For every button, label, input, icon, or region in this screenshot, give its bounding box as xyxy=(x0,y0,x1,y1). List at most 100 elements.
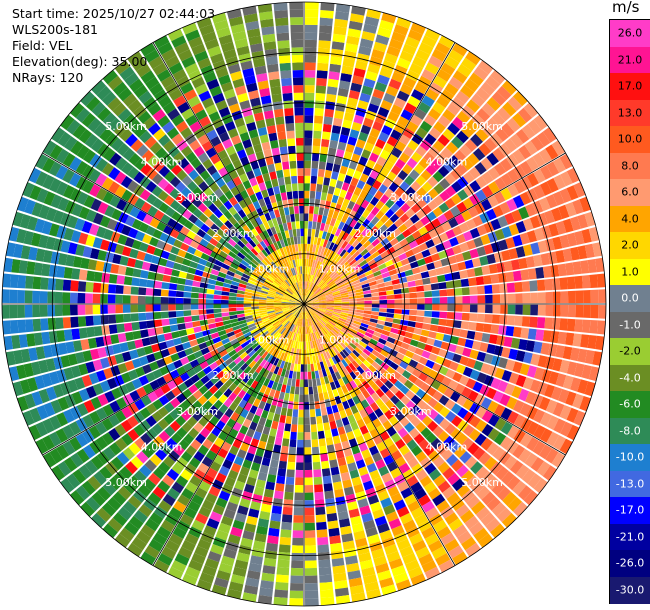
velocity-gate xyxy=(379,67,393,79)
velocity-gate xyxy=(260,580,274,590)
velocity-gate xyxy=(273,321,281,328)
velocity-gate xyxy=(340,471,351,482)
velocity-gate xyxy=(121,224,132,236)
velocity-gate xyxy=(371,307,380,312)
velocity-gate xyxy=(157,418,169,430)
velocity-gate xyxy=(127,180,139,193)
velocity-gate xyxy=(304,537,316,546)
velocity-gate xyxy=(366,8,382,20)
velocity-gate xyxy=(443,209,455,221)
velocity-gate xyxy=(191,345,201,353)
velocity-gate xyxy=(119,255,129,266)
velocity-gate xyxy=(306,311,310,319)
velocity-gate xyxy=(271,251,278,260)
velocity-gate xyxy=(351,523,364,533)
velocity-gate xyxy=(140,524,156,538)
velocity-gate xyxy=(312,315,319,323)
velocity-gate xyxy=(339,287,347,293)
velocity-gate xyxy=(85,496,101,512)
velocity-gate xyxy=(348,271,357,278)
velocity-gate xyxy=(308,266,312,275)
velocity-gate xyxy=(285,123,295,132)
velocity-gate xyxy=(323,208,330,217)
velocity-gate xyxy=(502,101,517,117)
velocity-gate xyxy=(198,480,211,492)
velocity-gate xyxy=(266,345,273,353)
velocity-gate xyxy=(410,573,426,586)
velocity-gate xyxy=(535,329,545,341)
velocity-gate xyxy=(165,437,178,450)
velocity-gate xyxy=(295,477,304,486)
velocity-gate xyxy=(573,182,586,198)
velocity-gate xyxy=(497,380,509,393)
colorbar-tick-label: 1.0 xyxy=(621,265,639,279)
velocity-gate xyxy=(519,403,532,417)
velocity-gate xyxy=(235,166,246,176)
velocity-gate xyxy=(125,133,138,147)
velocity-gate xyxy=(388,332,398,339)
velocity-gate xyxy=(184,63,199,75)
velocity-gate xyxy=(347,28,362,38)
velocity-gate xyxy=(206,289,215,295)
velocity-gate xyxy=(134,197,146,210)
velocity-gate xyxy=(443,435,455,448)
velocity-gate xyxy=(198,116,211,128)
velocity-gate xyxy=(99,127,113,142)
velocity-gate xyxy=(310,297,318,301)
velocity-gate xyxy=(392,357,402,366)
velocity-gate xyxy=(373,163,383,173)
velocity-gate xyxy=(317,536,329,546)
velocity-gate xyxy=(307,266,310,275)
velocity-gate xyxy=(210,461,222,472)
velocity-gate xyxy=(318,253,323,262)
velocity-gate xyxy=(527,328,537,340)
velocity-gate xyxy=(93,122,107,137)
velocity-gate xyxy=(35,438,49,455)
velocity-gate xyxy=(218,362,228,371)
velocity-gate xyxy=(275,581,289,591)
velocity-gate xyxy=(102,262,112,273)
velocity-gate xyxy=(160,250,170,260)
velocity-gate xyxy=(160,443,173,455)
velocity-gate xyxy=(309,401,315,410)
velocity-gate xyxy=(158,395,170,406)
velocity-gate xyxy=(321,138,330,148)
velocity-gate xyxy=(565,262,575,276)
velocity-gate xyxy=(92,315,102,326)
velocity-gate xyxy=(279,239,286,248)
velocity-gate xyxy=(362,252,371,260)
velocity-gate xyxy=(465,378,477,390)
velocity-gate xyxy=(429,276,439,284)
velocity-gate xyxy=(130,295,139,304)
velocity-gate xyxy=(263,196,271,206)
velocity-gate xyxy=(310,317,315,325)
velocity-gate xyxy=(301,281,304,289)
velocity-gate xyxy=(475,419,488,433)
velocity-gate xyxy=(198,506,212,518)
velocity-gate xyxy=(289,305,297,308)
velocity-gate xyxy=(391,525,405,537)
velocity-gate xyxy=(403,76,417,89)
velocity-gate xyxy=(382,228,392,238)
velocity-gate xyxy=(343,112,355,122)
velocity-gate xyxy=(223,508,236,520)
velocity-gate xyxy=(312,324,317,333)
velocity-gate xyxy=(341,384,349,394)
velocity-gate xyxy=(261,259,269,267)
velocity-gate xyxy=(190,309,199,316)
velocity-gate xyxy=(365,70,378,82)
velocity-gate xyxy=(448,518,463,532)
velocity-gate xyxy=(559,188,572,203)
velocity-gate xyxy=(42,418,55,434)
velocity-gate xyxy=(62,292,71,304)
velocity-gate xyxy=(128,369,139,381)
velocity-gate xyxy=(539,412,552,427)
azimuth-line xyxy=(42,303,305,456)
velocity-gate xyxy=(342,326,350,333)
velocity-gate xyxy=(160,519,175,533)
range-label: 1.00km xyxy=(248,334,290,347)
velocity-gate xyxy=(320,283,328,290)
velocity-gate xyxy=(349,371,357,380)
velocity-gate xyxy=(404,102,417,114)
velocity-gate xyxy=(546,431,560,447)
